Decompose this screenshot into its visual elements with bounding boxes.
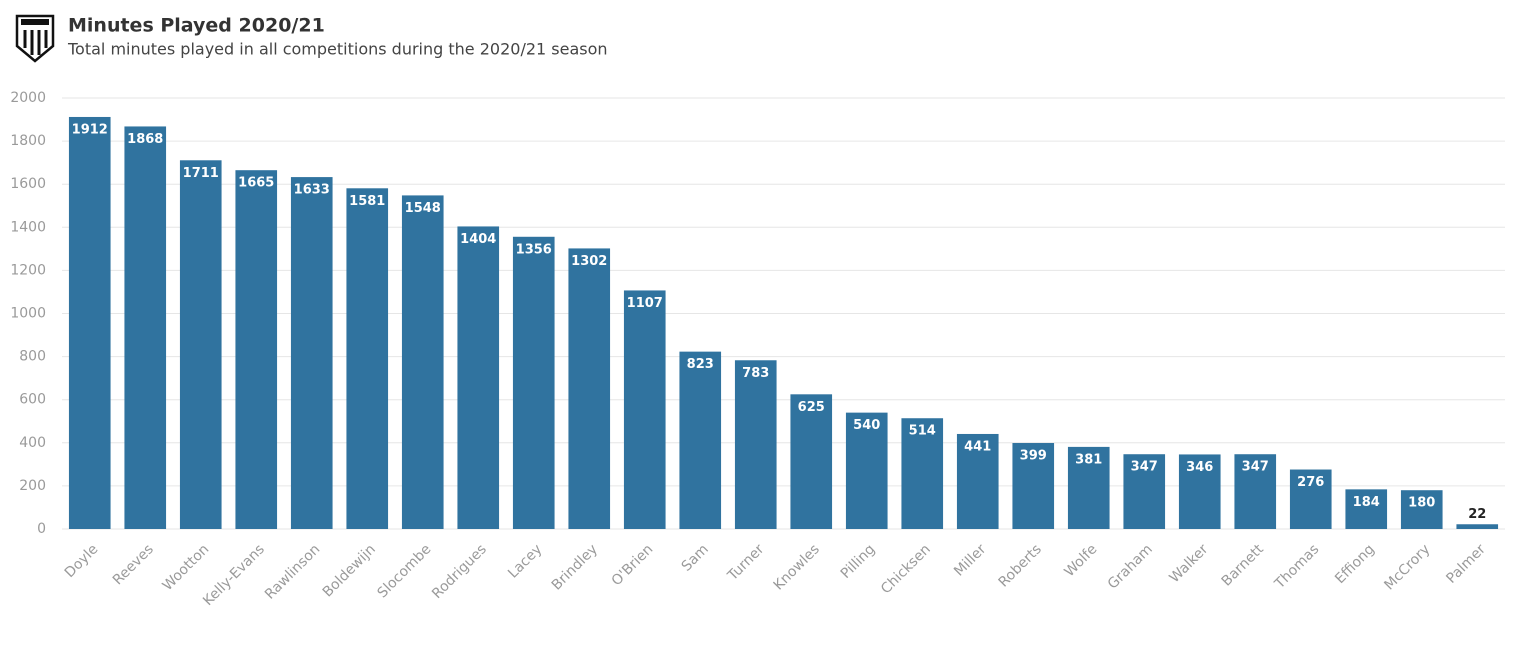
value-label: 1302: [571, 254, 607, 269]
bar: [1178, 454, 1221, 529]
bar: [1345, 489, 1388, 529]
value-label: 1665: [238, 176, 274, 191]
bar: [901, 418, 944, 529]
x-tick-label: Doyle: [62, 541, 102, 581]
x-tick-label: Thomas: [1271, 541, 1322, 592]
value-label: 783: [742, 366, 769, 381]
value-label: 184: [1353, 495, 1380, 510]
value-label: 381: [1075, 452, 1102, 467]
bar: [124, 126, 167, 530]
x-tick-label: Wolfe: [1061, 541, 1100, 580]
x-tick-label: Roberts: [996, 541, 1045, 590]
bar: [1067, 446, 1110, 529]
bar: [401, 195, 444, 529]
value-label: 1581: [349, 194, 385, 209]
y-tick-label: 2000: [10, 90, 46, 106]
y-tick-label: 1000: [10, 306, 46, 322]
bar: [290, 177, 333, 529]
chart-title: Minutes Played 2020/21: [68, 15, 325, 37]
y-tick-label: 400: [19, 435, 46, 451]
x-tick-label: Miller: [951, 541, 989, 579]
value-label: 276: [1297, 475, 1324, 490]
value-label: 399: [1020, 449, 1047, 464]
bar: [679, 351, 722, 529]
value-label: 1404: [460, 232, 496, 247]
bar: [1123, 454, 1166, 529]
value-label: 441: [964, 439, 991, 454]
x-tick-label: Brindley: [549, 541, 601, 593]
bar: [790, 394, 833, 529]
x-tick-label: Effiong: [1332, 541, 1378, 587]
x-tick-label: Barnett: [1219, 541, 1268, 590]
bar: [845, 412, 888, 529]
bar: [346, 188, 389, 529]
x-tick-label: Walker: [1167, 541, 1212, 586]
bar: [179, 160, 222, 530]
y-tick-label: 1600: [10, 176, 46, 192]
value-label: 1107: [627, 296, 663, 311]
x-tick-label: Rodrigues: [429, 541, 490, 602]
value-label: 347: [1131, 460, 1158, 475]
x-tick-label: Knowles: [771, 541, 823, 593]
value-label: 1711: [183, 166, 219, 181]
bar: [623, 290, 666, 529]
bar: [568, 248, 611, 529]
x-tick-label: Graham: [1105, 541, 1156, 592]
x-tick-label: Chicksen: [878, 541, 934, 597]
chart-subtitle: Total minutes played in all competitions…: [67, 40, 608, 59]
bar: [457, 226, 500, 530]
x-tick-label: O'Brien: [609, 541, 657, 589]
club-logo: [15, 14, 55, 63]
bar: [1234, 454, 1277, 529]
x-tick-label: Rawlinson: [262, 541, 323, 602]
bar: [1456, 524, 1499, 529]
y-tick-label: 1800: [10, 133, 46, 149]
value-label: 346: [1186, 460, 1213, 475]
bar: [734, 360, 777, 529]
bar: [235, 170, 278, 529]
x-tick-label: Wootton: [160, 541, 213, 594]
value-label: 1912: [72, 122, 108, 137]
x-tick-label: Reeves: [110, 541, 157, 588]
value-label: 514: [909, 424, 936, 439]
value-label: 22: [1468, 507, 1486, 522]
bar: [68, 116, 111, 530]
value-label: 1548: [405, 201, 441, 216]
bar: [1400, 490, 1443, 529]
y-tick-label: 200: [19, 478, 46, 494]
bar: [512, 236, 555, 530]
value-label: 1633: [294, 183, 330, 198]
value-label: 347: [1242, 460, 1269, 475]
x-tick-label: Pilling: [838, 541, 879, 582]
y-tick-label: 800: [19, 349, 46, 365]
x-tick-label: McCrory: [1381, 541, 1433, 593]
value-label: 180: [1408, 496, 1435, 511]
value-label: 625: [798, 400, 825, 415]
value-label: 1356: [516, 242, 552, 257]
x-tick-label: Boldewijn: [320, 541, 379, 600]
value-label: 540: [853, 418, 880, 433]
x-tick-label: Slocombe: [374, 541, 434, 601]
y-tick-label: 1400: [10, 219, 46, 235]
bar: [1012, 443, 1055, 529]
value-label: 1868: [127, 132, 163, 147]
y-tick-label: 600: [19, 392, 46, 408]
bar: [956, 433, 999, 529]
y-tick-label: 0: [37, 521, 46, 537]
value-label: 823: [687, 357, 714, 372]
x-tick-label: Lacey: [505, 541, 545, 581]
bar: [1289, 469, 1332, 529]
x-tick-label: Turner: [724, 541, 767, 584]
x-tick-label: Palmer: [1443, 541, 1489, 587]
y-tick-label: 1200: [10, 262, 46, 278]
x-tick-label: Sam: [679, 541, 712, 574]
